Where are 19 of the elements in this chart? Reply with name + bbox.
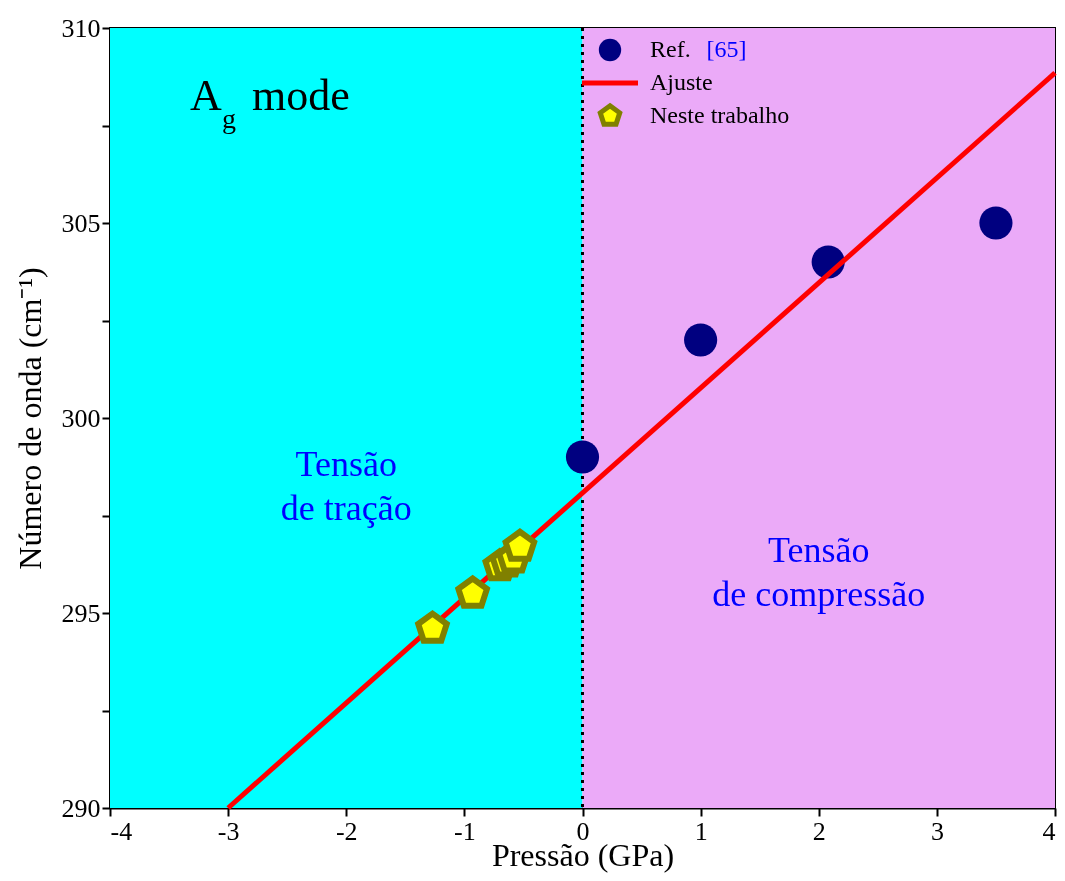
y-tick-label: 300 [61,403,101,433]
x-tick-label: -1 [454,816,476,846]
x-tick-label: 2 [812,816,826,846]
y-tick-label: 295 [61,598,101,628]
y-tick-label: 305 [61,208,101,238]
y-tick-label: 290 [61,793,101,823]
legend-label: Ref. [65] [650,36,747,62]
x-tick-label: 3 [930,816,944,846]
legend-label: Ajuste [650,69,713,95]
y-axis-title: Número de onda (cm⁻¹) [11,267,48,570]
band-label: Tensão de tração [280,443,412,528]
x-tick-label: 4 [1042,816,1056,846]
y-tick-label: 310 [61,13,101,43]
band-label: Tensão de compressão [712,529,926,614]
x-tick-label: -3 [217,816,240,846]
x-tick-label: -4 [110,816,133,846]
x-tick-label: -2 [335,816,358,846]
x-tick-label: 1 [694,816,708,846]
legend-label: Neste trabalho [650,102,790,128]
